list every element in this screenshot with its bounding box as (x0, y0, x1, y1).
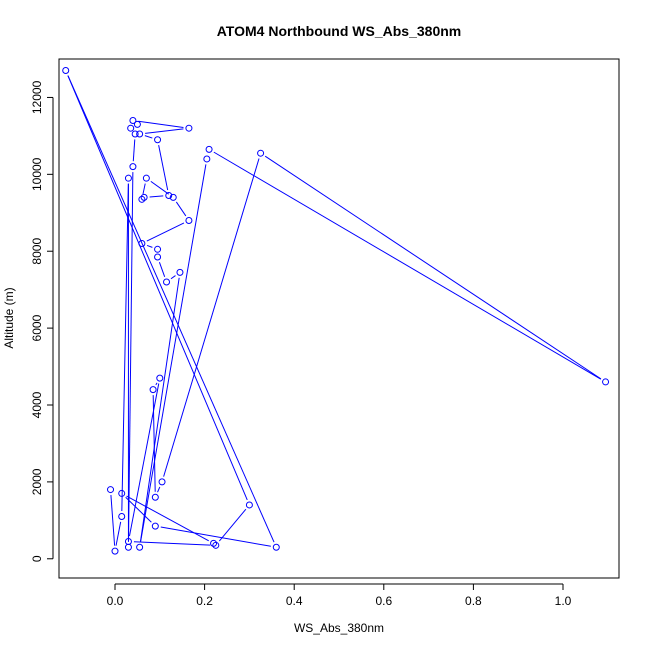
data-point (602, 378, 610, 386)
series-line-segment (133, 541, 211, 546)
y-tick-label: 4000 (30, 391, 44, 418)
series-line-segment (121, 183, 129, 511)
series-line-segment (67, 75, 275, 543)
y-tick-label: 8000 (30, 238, 44, 265)
x-tick-label: 0.2 (196, 594, 213, 608)
axes-layer: 0.0 0.2 0.4 0.6 0.8 1.0 0 2000 4000 6000 8000 10000… (30, 58, 620, 608)
chart-title: ATOM4 Northbound WS_Abs_380nm (217, 23, 462, 39)
series-line-segment (146, 222, 185, 242)
x-tick-label: 1.0 (555, 594, 572, 608)
data-lines-layer (67, 75, 602, 547)
series-line-segment (175, 201, 187, 217)
data-point (151, 522, 159, 530)
series-line-segment (264, 155, 602, 380)
x-tick-label: 0.6 (375, 594, 392, 608)
data-point (212, 541, 220, 549)
data-point (163, 278, 171, 286)
series-line-segment (126, 495, 209, 542)
data-point (158, 478, 166, 486)
data-point (133, 120, 141, 128)
x-tick-label: 0.8 (465, 594, 482, 608)
data-point (154, 136, 162, 144)
data-point (127, 124, 135, 132)
data-point (203, 155, 211, 163)
series-line-segment (144, 135, 153, 139)
y-tick-label: 12000 (30, 80, 44, 114)
data-point (131, 130, 139, 138)
data-point (129, 117, 137, 125)
series-line-segment (150, 180, 170, 195)
series-line-segment (128, 383, 160, 537)
series-line-segment (145, 128, 184, 134)
data-point (210, 539, 218, 547)
series-line-segment (149, 195, 164, 198)
series-line-segment (160, 526, 271, 547)
data-point (111, 547, 119, 555)
series-line-segment (110, 495, 116, 546)
data-point (118, 512, 126, 520)
series-line-segment (140, 164, 207, 542)
data-point (154, 253, 162, 261)
x-tick-label: 0.0 (107, 594, 124, 608)
series-line-segment (139, 277, 180, 542)
data-point (154, 245, 162, 253)
y-tick-label: 2000 (30, 468, 44, 495)
data-point (151, 493, 159, 501)
plot-frame (58, 58, 620, 579)
y-tick-label: 6000 (30, 314, 44, 341)
data-point (138, 195, 146, 203)
data-point (185, 216, 193, 224)
data-point (138, 240, 146, 248)
y-tick-label: 0 (30, 555, 44, 562)
series-line-segment (158, 261, 166, 277)
data-point (156, 374, 164, 382)
data-point (149, 386, 157, 394)
series-line-segment (142, 183, 146, 195)
data-point (245, 501, 253, 509)
data-point (136, 130, 144, 138)
data-point (129, 163, 137, 171)
data-point (118, 489, 126, 497)
x-axis-label: WS_Abs_380nm (294, 621, 384, 635)
data-point (176, 268, 184, 276)
data-point (165, 191, 173, 199)
data-point (124, 174, 132, 182)
data-point (124, 537, 132, 545)
data-point (185, 124, 193, 132)
series-line-segment (163, 158, 260, 477)
x-tick-label: 0.4 (286, 594, 303, 608)
y-tick-label: 10000 (30, 157, 44, 191)
series-line-segment (213, 151, 602, 380)
series-line-segment (115, 521, 122, 546)
series-line-segment (158, 145, 169, 191)
series-line-segment (155, 382, 158, 386)
data-point (205, 145, 213, 153)
series-line-segment (67, 75, 248, 501)
series-line-segment (128, 172, 134, 542)
data-point (107, 486, 115, 494)
series-line-segment (218, 508, 247, 542)
data-point (142, 174, 150, 182)
data-point (169, 193, 177, 201)
data-point (136, 543, 144, 551)
data-point (272, 543, 280, 551)
series-line-segment (132, 139, 136, 162)
series-line-segment (170, 275, 176, 280)
data-point (257, 149, 265, 157)
data-point (62, 67, 70, 75)
data-points-layer (62, 67, 610, 555)
series-line-segment (146, 244, 153, 248)
y-axis-label: Altitude (m) (2, 287, 16, 348)
data-point (140, 193, 148, 201)
series-line-segment (138, 120, 184, 128)
series-line-segment (157, 486, 161, 493)
series-line-segment (125, 496, 152, 523)
